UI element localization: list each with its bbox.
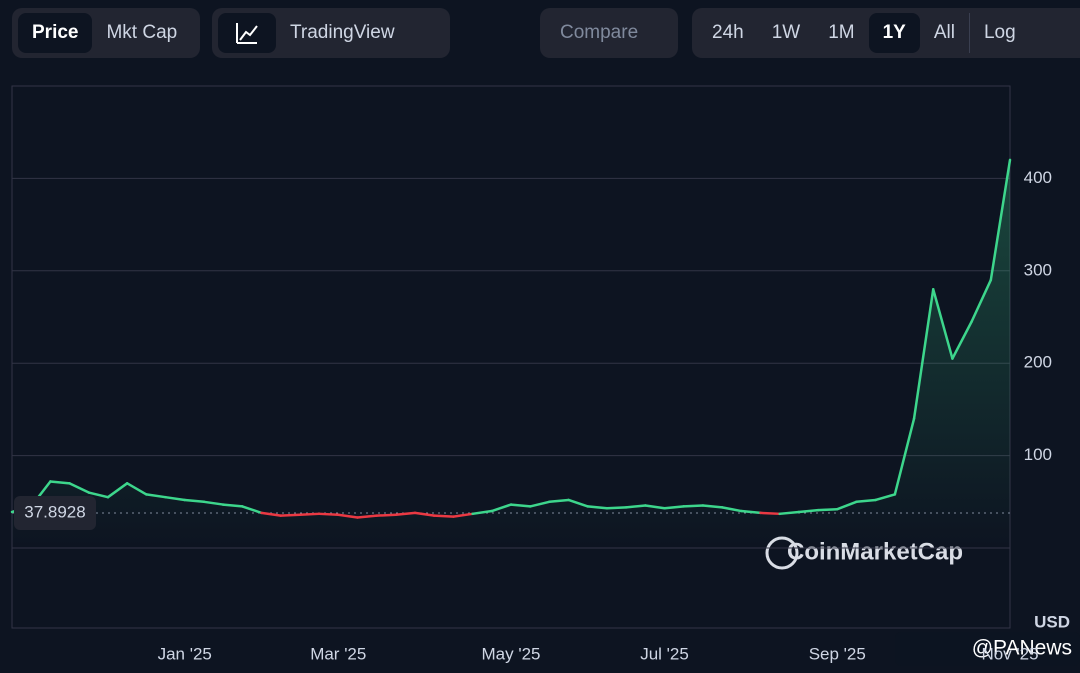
tab[interactable]: Price	[18, 13, 93, 53]
line-segment	[432, 514, 455, 518]
line-segment	[509, 503, 532, 508]
line-segment	[951, 320, 973, 360]
line-segment	[682, 504, 705, 508]
baseline-label: 37.8928	[24, 502, 85, 521]
line-segment	[836, 500, 858, 511]
range-tab[interactable]: 1W	[771, 22, 801, 43]
line-segment	[183, 498, 206, 504]
line-segment	[317, 512, 340, 516]
line-segment	[970, 278, 993, 323]
line-segment	[125, 482, 148, 496]
range-tab[interactable]: All	[933, 22, 955, 43]
line-segment	[624, 504, 647, 509]
line-segment	[605, 506, 628, 510]
range-tab[interactable]: 1M	[828, 22, 855, 43]
tab[interactable]: Mkt Cap	[106, 22, 178, 43]
line-segment	[49, 480, 71, 485]
line-view-button[interactable]	[218, 13, 276, 53]
line-segment	[164, 495, 186, 502]
x-tick-label: Nov '25	[981, 644, 1038, 663]
line-segment	[740, 509, 762, 515]
baseline-label-box	[14, 495, 96, 530]
line-segment	[241, 505, 263, 515]
range-tab[interactable]: 24h	[712, 22, 744, 43]
x-tick-label: May '25	[482, 644, 541, 663]
line-segment	[931, 288, 954, 360]
line-segment	[720, 506, 743, 513]
line-segment	[874, 493, 897, 502]
line-segment	[106, 482, 129, 499]
line-segment	[452, 512, 474, 518]
view-tabs: TradingView	[212, 8, 450, 58]
line-segment	[797, 508, 820, 514]
line-segment	[528, 500, 551, 508]
line-segment	[298, 512, 321, 516]
line-segment	[912, 288, 935, 420]
line-segment	[260, 511, 282, 517]
y-tick-label: 200	[1024, 353, 1052, 372]
compare-dropdown[interactable]: Compare	[540, 8, 678, 58]
line-segment	[221, 503, 244, 508]
line-segment	[145, 493, 167, 499]
line-segment	[471, 509, 494, 516]
line-icon	[236, 23, 258, 44]
line-segment	[490, 503, 513, 513]
source-badge	[895, 632, 1080, 666]
line-segment	[202, 500, 225, 506]
metric-tabs: Price Mkt Cap	[12, 8, 200, 58]
range-tabs: 24h 1W 1M 1Y All Log	[692, 8, 1080, 58]
line-segment	[759, 511, 781, 516]
line-segment	[375, 513, 398, 517]
log-toggle[interactable]: Log	[968, 13, 1030, 53]
line-segment	[394, 511, 417, 516]
source-label: @PANews	[972, 637, 1072, 660]
y-tick-label: 300	[1024, 260, 1052, 279]
line-segment	[644, 504, 666, 510]
line-segment	[663, 505, 685, 510]
line-segment	[893, 417, 916, 496]
x-tick-label: Mar '25	[310, 644, 366, 663]
line-segment	[356, 514, 378, 519]
line-segment	[68, 482, 91, 494]
x-tick-label: Jul '25	[640, 644, 689, 663]
compare-label: Compare	[560, 22, 639, 43]
line-segment	[337, 513, 359, 519]
x-tick-label: Sep '25	[809, 644, 866, 663]
tab[interactable]: TradingView	[290, 22, 395, 43]
line-segment	[586, 505, 609, 510]
line-segment	[87, 491, 110, 499]
currency-label: USD	[1034, 612, 1070, 631]
line-segment	[567, 498, 590, 508]
line-segment	[816, 507, 839, 512]
line-segment	[778, 510, 801, 516]
line-segment	[279, 513, 302, 517]
line-segment	[701, 504, 724, 509]
y-tick-label: 100	[1024, 445, 1052, 464]
line-segment	[413, 511, 436, 517]
x-tick-label: Jan '25	[158, 644, 212, 663]
area	[12, 159, 1010, 549]
line-segment	[548, 498, 570, 504]
line-segment	[989, 158, 1012, 282]
y-tick-label: 400	[1024, 168, 1052, 187]
line-segment	[855, 498, 877, 504]
range-tab[interactable]: 1Y	[868, 13, 920, 53]
